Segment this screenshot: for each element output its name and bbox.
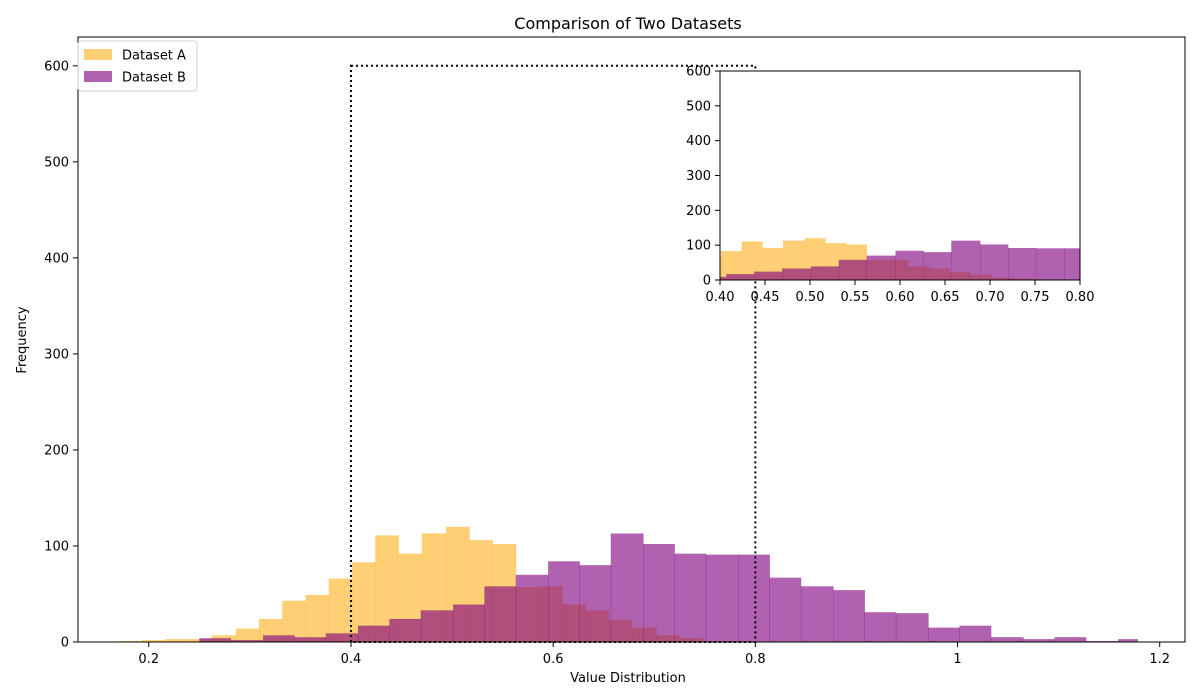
histogram-bar <box>263 635 295 642</box>
inset-x-tick-label: 0.65 <box>931 290 960 305</box>
histogram-bar <box>358 625 390 642</box>
y-tick-label: 300 <box>44 347 69 362</box>
legend: Dataset A Dataset B <box>77 40 198 92</box>
y-axis-label: Frequency <box>15 306 30 373</box>
inset-x-tick-label: 0.40 <box>706 290 735 305</box>
histogram-bar <box>325 633 359 642</box>
legend-swatch-dataset-b <box>84 71 112 82</box>
histogram-bar <box>294 637 327 642</box>
series-group-dataset-b <box>199 533 1138 642</box>
histogram-bar <box>375 535 399 642</box>
inset-x-tick-label: 0.75 <box>1021 290 1050 305</box>
inset-histogram-bar <box>1035 248 1065 280</box>
inset-histogram-bar <box>720 276 727 280</box>
histogram-bar <box>282 600 306 642</box>
inset-x-tick-label: 0.70 <box>976 290 1005 305</box>
histogram-bar <box>1023 639 1055 642</box>
legend-swatch-dataset-a <box>84 49 112 60</box>
histogram-bar <box>643 544 675 642</box>
histogram-bar <box>1054 637 1087 642</box>
x-tick-label: 0.8 <box>745 652 766 667</box>
inset-x-tick-label: 0.55 <box>841 290 870 305</box>
x-tick-label: 1.2 <box>1149 652 1170 667</box>
y-tick-label: 0 <box>61 636 69 651</box>
main-plot-area: 0.2 0.4 0.6 0.8 1 1.2 0 100 200 300 400 500 600 <box>44 36 1186 667</box>
histogram-bar <box>769 577 802 642</box>
x-tick-label: 1 <box>953 652 961 667</box>
histogram-bar <box>928 627 960 642</box>
inset-x-tick-label: 0.50 <box>796 290 825 305</box>
legend-label-dataset-a: Dataset A <box>122 49 186 64</box>
inset-background <box>720 71 1080 280</box>
inset-histogram-bar <box>951 240 981 280</box>
histogram-bar <box>328 578 353 642</box>
inset-histogram-bar <box>741 241 763 280</box>
inset-x-tick-label: 0.45 <box>751 290 780 305</box>
inset-histogram-bar <box>923 252 952 280</box>
inset-plot-area: 0.40 0.45 0.50 0.55 0.60 0.65 0.70 0.75 0.80 0 100… <box>686 65 1094 306</box>
histogram-bar <box>895 613 929 642</box>
inset-histogram-bar <box>1064 248 1081 280</box>
y-tick-label: 100 <box>44 539 69 554</box>
inset-histogram-bar <box>720 251 742 280</box>
x-axis-label: Value Distribution <box>570 671 686 686</box>
y-tick-label: 500 <box>44 155 69 170</box>
histogram-bar <box>959 625 992 642</box>
histogram-bar <box>864 612 897 642</box>
inset-y-tick-label: 400 <box>686 134 711 149</box>
inset-histogram-bar <box>720 257 722 280</box>
y-tick-label: 600 <box>44 59 69 74</box>
inset-histogram-bar <box>1008 247 1037 280</box>
inset-histogram-bar <box>726 274 755 280</box>
histogram-bar <box>389 618 422 642</box>
inset-histogram-bar <box>810 266 840 280</box>
histogram-bar <box>674 553 707 642</box>
inset-histogram-bar <box>980 244 1009 280</box>
legend-label-dataset-b: Dataset B <box>122 71 186 86</box>
inset-histogram-bar <box>754 271 783 280</box>
inset-x-tick-label: 0.80 <box>1066 290 1095 305</box>
inset-y-tick-label: 600 <box>686 65 711 80</box>
histogram-bar <box>579 565 612 642</box>
x-tick-label: 0.2 <box>138 652 159 667</box>
inset-y-tick-label: 100 <box>686 239 711 254</box>
histogram-bar <box>199 638 232 642</box>
histogram-bar <box>484 586 517 642</box>
plot-frame <box>77 36 1186 643</box>
inset-y-tick-label: 300 <box>686 169 711 184</box>
inset-y-tick-label: 500 <box>686 99 711 114</box>
chart-title: Comparison of Two Datasets <box>514 14 741 33</box>
histogram-bar <box>420 610 454 642</box>
histogram-bar <box>164 639 189 642</box>
histogram-bar <box>351 562 376 642</box>
histogram-bar <box>305 594 330 642</box>
histogram-bar <box>1118 639 1138 642</box>
inset-x-tick-label: 0.60 <box>886 290 915 305</box>
histogram-bar <box>235 628 260 642</box>
x-tick-label: 0.6 <box>543 652 564 667</box>
histogram-bar <box>833 590 865 642</box>
x-tick-label: 0.4 <box>341 652 362 667</box>
histogram-bar <box>453 604 485 642</box>
inset-histogram-bar <box>866 255 896 280</box>
histogram-bar <box>548 561 580 642</box>
inset-series-group-dataset-b <box>720 240 1081 280</box>
inset-histogram-bar <box>782 268 812 280</box>
histogram-bar <box>141 640 166 642</box>
histogram-bar <box>800 586 834 642</box>
inset-y-tick-label: 200 <box>686 204 711 219</box>
histogram-bar <box>705 554 739 642</box>
histogram-bar <box>230 640 264 642</box>
histogram-bar <box>990 637 1024 642</box>
y-tick-label: 400 <box>44 251 69 266</box>
histogram-bar <box>610 533 644 642</box>
inset-y-tick-label: 0 <box>703 274 711 289</box>
y-tick-label: 200 <box>44 443 69 458</box>
inset-histogram-bar <box>838 259 867 280</box>
inset-histogram-bar <box>895 250 924 280</box>
histogram-bar <box>515 574 549 642</box>
histogram-bar <box>738 554 770 642</box>
